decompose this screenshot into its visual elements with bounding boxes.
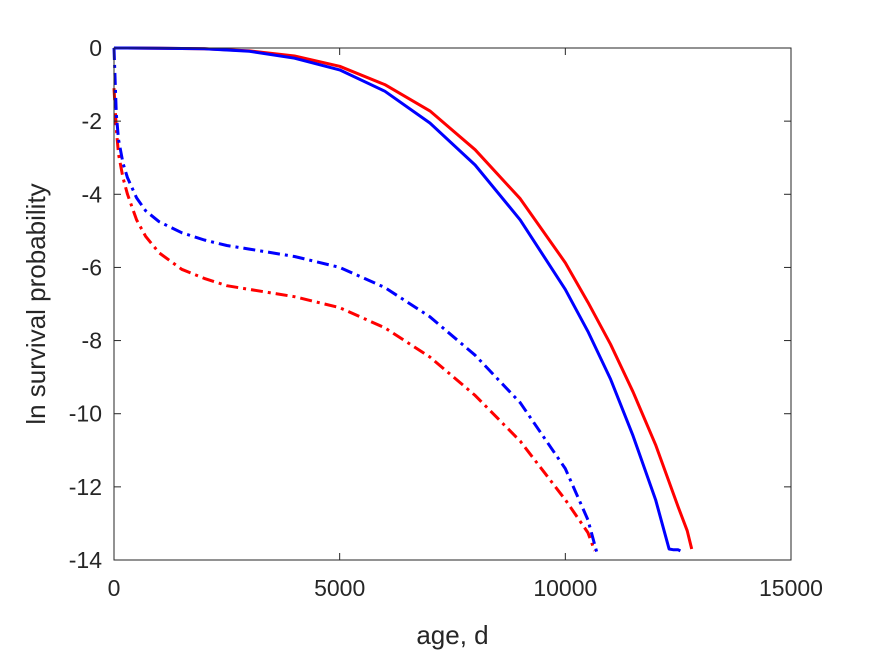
x-tick-label: 5000 (314, 575, 365, 601)
y-tick-label: -8 (82, 328, 102, 354)
y-tick-label: -2 (82, 108, 102, 134)
series-line-4-dashdot (112, 47, 599, 554)
y-tick-label: -12 (69, 474, 102, 500)
x-tick-label: 15000 (759, 575, 823, 601)
ticks-layer: 0 5000 10000 15000 0 -2 -4 -6 -8 -10 -12 -14 (69, 35, 823, 601)
y-tick-label: -4 (82, 181, 103, 207)
x-tick-label: 0 (108, 575, 121, 601)
series-layer (112, 46, 694, 554)
y-tick-label: -10 (69, 401, 102, 427)
y-tick-label: -6 (82, 254, 102, 280)
y-axis-label: ln survival probability (21, 183, 51, 424)
y-tick-label: -14 (69, 547, 102, 573)
x-tick-label: 10000 (533, 575, 597, 601)
x-axis-label: age, d (416, 620, 488, 650)
y-tick-label: 0 (89, 35, 102, 61)
series-line-3-dashdot (112, 88, 597, 552)
series-line-2-solid (113, 46, 682, 553)
plot-area-border (113, 47, 792, 561)
